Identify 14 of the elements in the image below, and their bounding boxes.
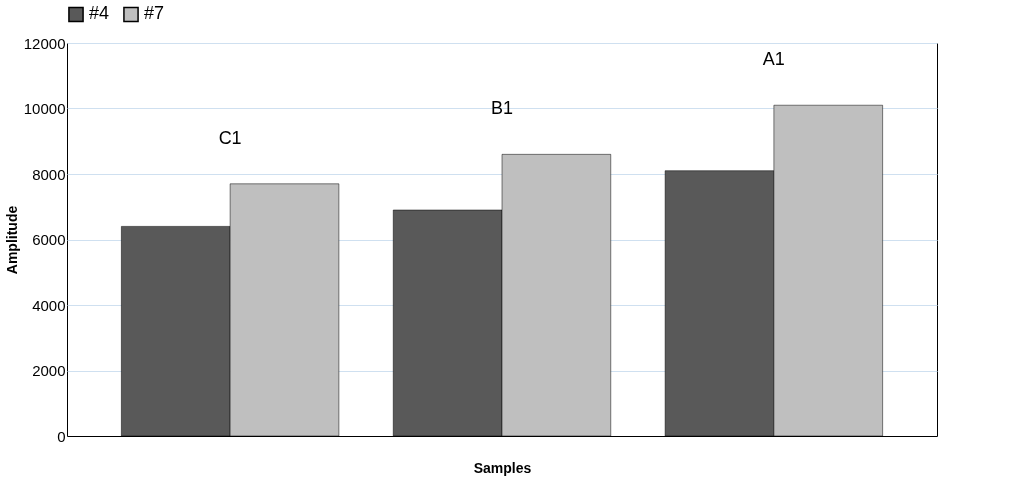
y-axis-title: Amplitude: [3, 205, 20, 275]
y-tick-label: 2000: [32, 362, 66, 379]
y-tick-label: 8000: [32, 165, 66, 183]
legend-label: #4: [89, 3, 110, 24]
y-tick-label: 0: [57, 427, 66, 445]
y-tick-label: 6000: [32, 231, 66, 248]
x-axis-title: Samples: [473, 459, 532, 476]
y-tick-label: 10000: [23, 100, 66, 117]
y-tick-label: 4000: [32, 296, 66, 314]
x-tick-label: C1: [218, 127, 242, 148]
x-tick-label: A1: [762, 49, 785, 70]
x-tick-label: B1: [490, 98, 514, 119]
y-tick-label: 12000: [23, 34, 66, 52]
legend-label: #7: [144, 3, 165, 24]
